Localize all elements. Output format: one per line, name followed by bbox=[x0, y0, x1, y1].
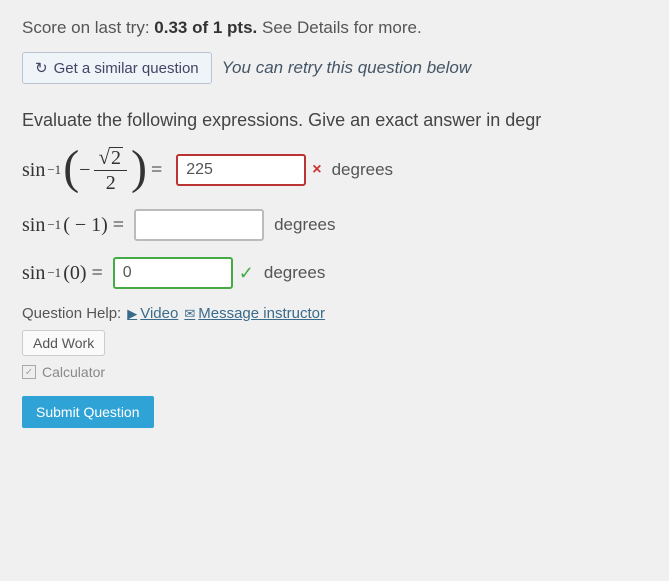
submit-button[interactable]: Submit Question bbox=[22, 396, 154, 428]
math-expr-2: sin−1 ( − 1) = bbox=[22, 214, 124, 237]
calculator-label: Calculator bbox=[42, 364, 105, 380]
calculator-row: ✓ Calculator bbox=[22, 364, 647, 380]
fn-arg: (0) = bbox=[63, 262, 103, 285]
wrong-mark-icon: × bbox=[312, 161, 321, 179]
unit-label: degrees bbox=[274, 215, 335, 235]
math-expr-1: sin−1 ( − 2 2 ) = bbox=[22, 147, 166, 193]
equals: = bbox=[151, 159, 162, 182]
fn-exp: −1 bbox=[47, 265, 61, 281]
answer-input-2[interactable] bbox=[134, 209, 264, 241]
fn-name: sin bbox=[22, 262, 45, 285]
close-paren-icon: ) bbox=[131, 149, 147, 187]
open-paren-icon: ( bbox=[63, 149, 79, 187]
score-suffix: See Details for more. bbox=[257, 18, 421, 37]
message-instructor-link[interactable]: ✉ Message instructor bbox=[184, 305, 325, 322]
expression-row-3: sin−1 (0) = ✓ degrees bbox=[22, 257, 647, 289]
video-link[interactable]: ▶ Video bbox=[127, 305, 178, 322]
sqrt-arg: 2 bbox=[109, 147, 123, 168]
get-similar-label: Get a similar question bbox=[54, 60, 199, 77]
unit-label: degrees bbox=[264, 263, 325, 283]
math-expr-3: sin−1 (0) = bbox=[22, 262, 103, 285]
score-value: 0.33 of 1 pts. bbox=[154, 18, 257, 37]
correct-mark-icon: ✓ bbox=[239, 263, 254, 284]
help-label: Question Help: bbox=[22, 305, 121, 322]
fn-name: sin bbox=[22, 214, 45, 237]
answer-input-1[interactable] bbox=[176, 154, 306, 186]
sqrt-icon: 2 bbox=[98, 147, 123, 168]
mail-icon: ✉ bbox=[184, 306, 195, 322]
retry-text: You can retry this question below bbox=[222, 58, 471, 78]
expression-row-2: sin−1 ( − 1) = degrees bbox=[22, 209, 647, 241]
video-icon: ▶ bbox=[127, 306, 137, 322]
retry-icon: ↻ bbox=[35, 59, 48, 77]
get-similar-button[interactable]: ↻ Get a similar question bbox=[22, 52, 212, 84]
fn-name: sin bbox=[22, 159, 45, 182]
fn-arg: ( − 1) = bbox=[63, 214, 124, 237]
unit-label: degrees bbox=[332, 160, 393, 180]
fn-exp: −1 bbox=[47, 217, 61, 233]
score-line: Score on last try: 0.33 of 1 pts. See De… bbox=[22, 18, 647, 38]
similar-row: ↻ Get a similar question You can retry t… bbox=[22, 52, 647, 84]
add-work-button[interactable]: Add Work bbox=[22, 330, 105, 356]
neg-sign: − bbox=[79, 159, 90, 182]
question-prompt: Evaluate the following expressions. Give… bbox=[22, 110, 647, 131]
fn-exp: −1 bbox=[47, 162, 61, 178]
message-label: Message instructor bbox=[198, 305, 325, 322]
expression-row-1: sin−1 ( − 2 2 ) = × degrees bbox=[22, 147, 647, 193]
frac-den: 2 bbox=[106, 171, 116, 193]
video-label: Video bbox=[140, 305, 178, 322]
score-prefix: Score on last try: bbox=[22, 18, 154, 37]
answer-input-3[interactable] bbox=[113, 257, 233, 289]
help-line: Question Help: ▶ Video ✉ Message instruc… bbox=[22, 305, 647, 322]
calculator-checkbox[interactable]: ✓ bbox=[22, 365, 36, 379]
fraction: 2 2 bbox=[94, 147, 127, 193]
